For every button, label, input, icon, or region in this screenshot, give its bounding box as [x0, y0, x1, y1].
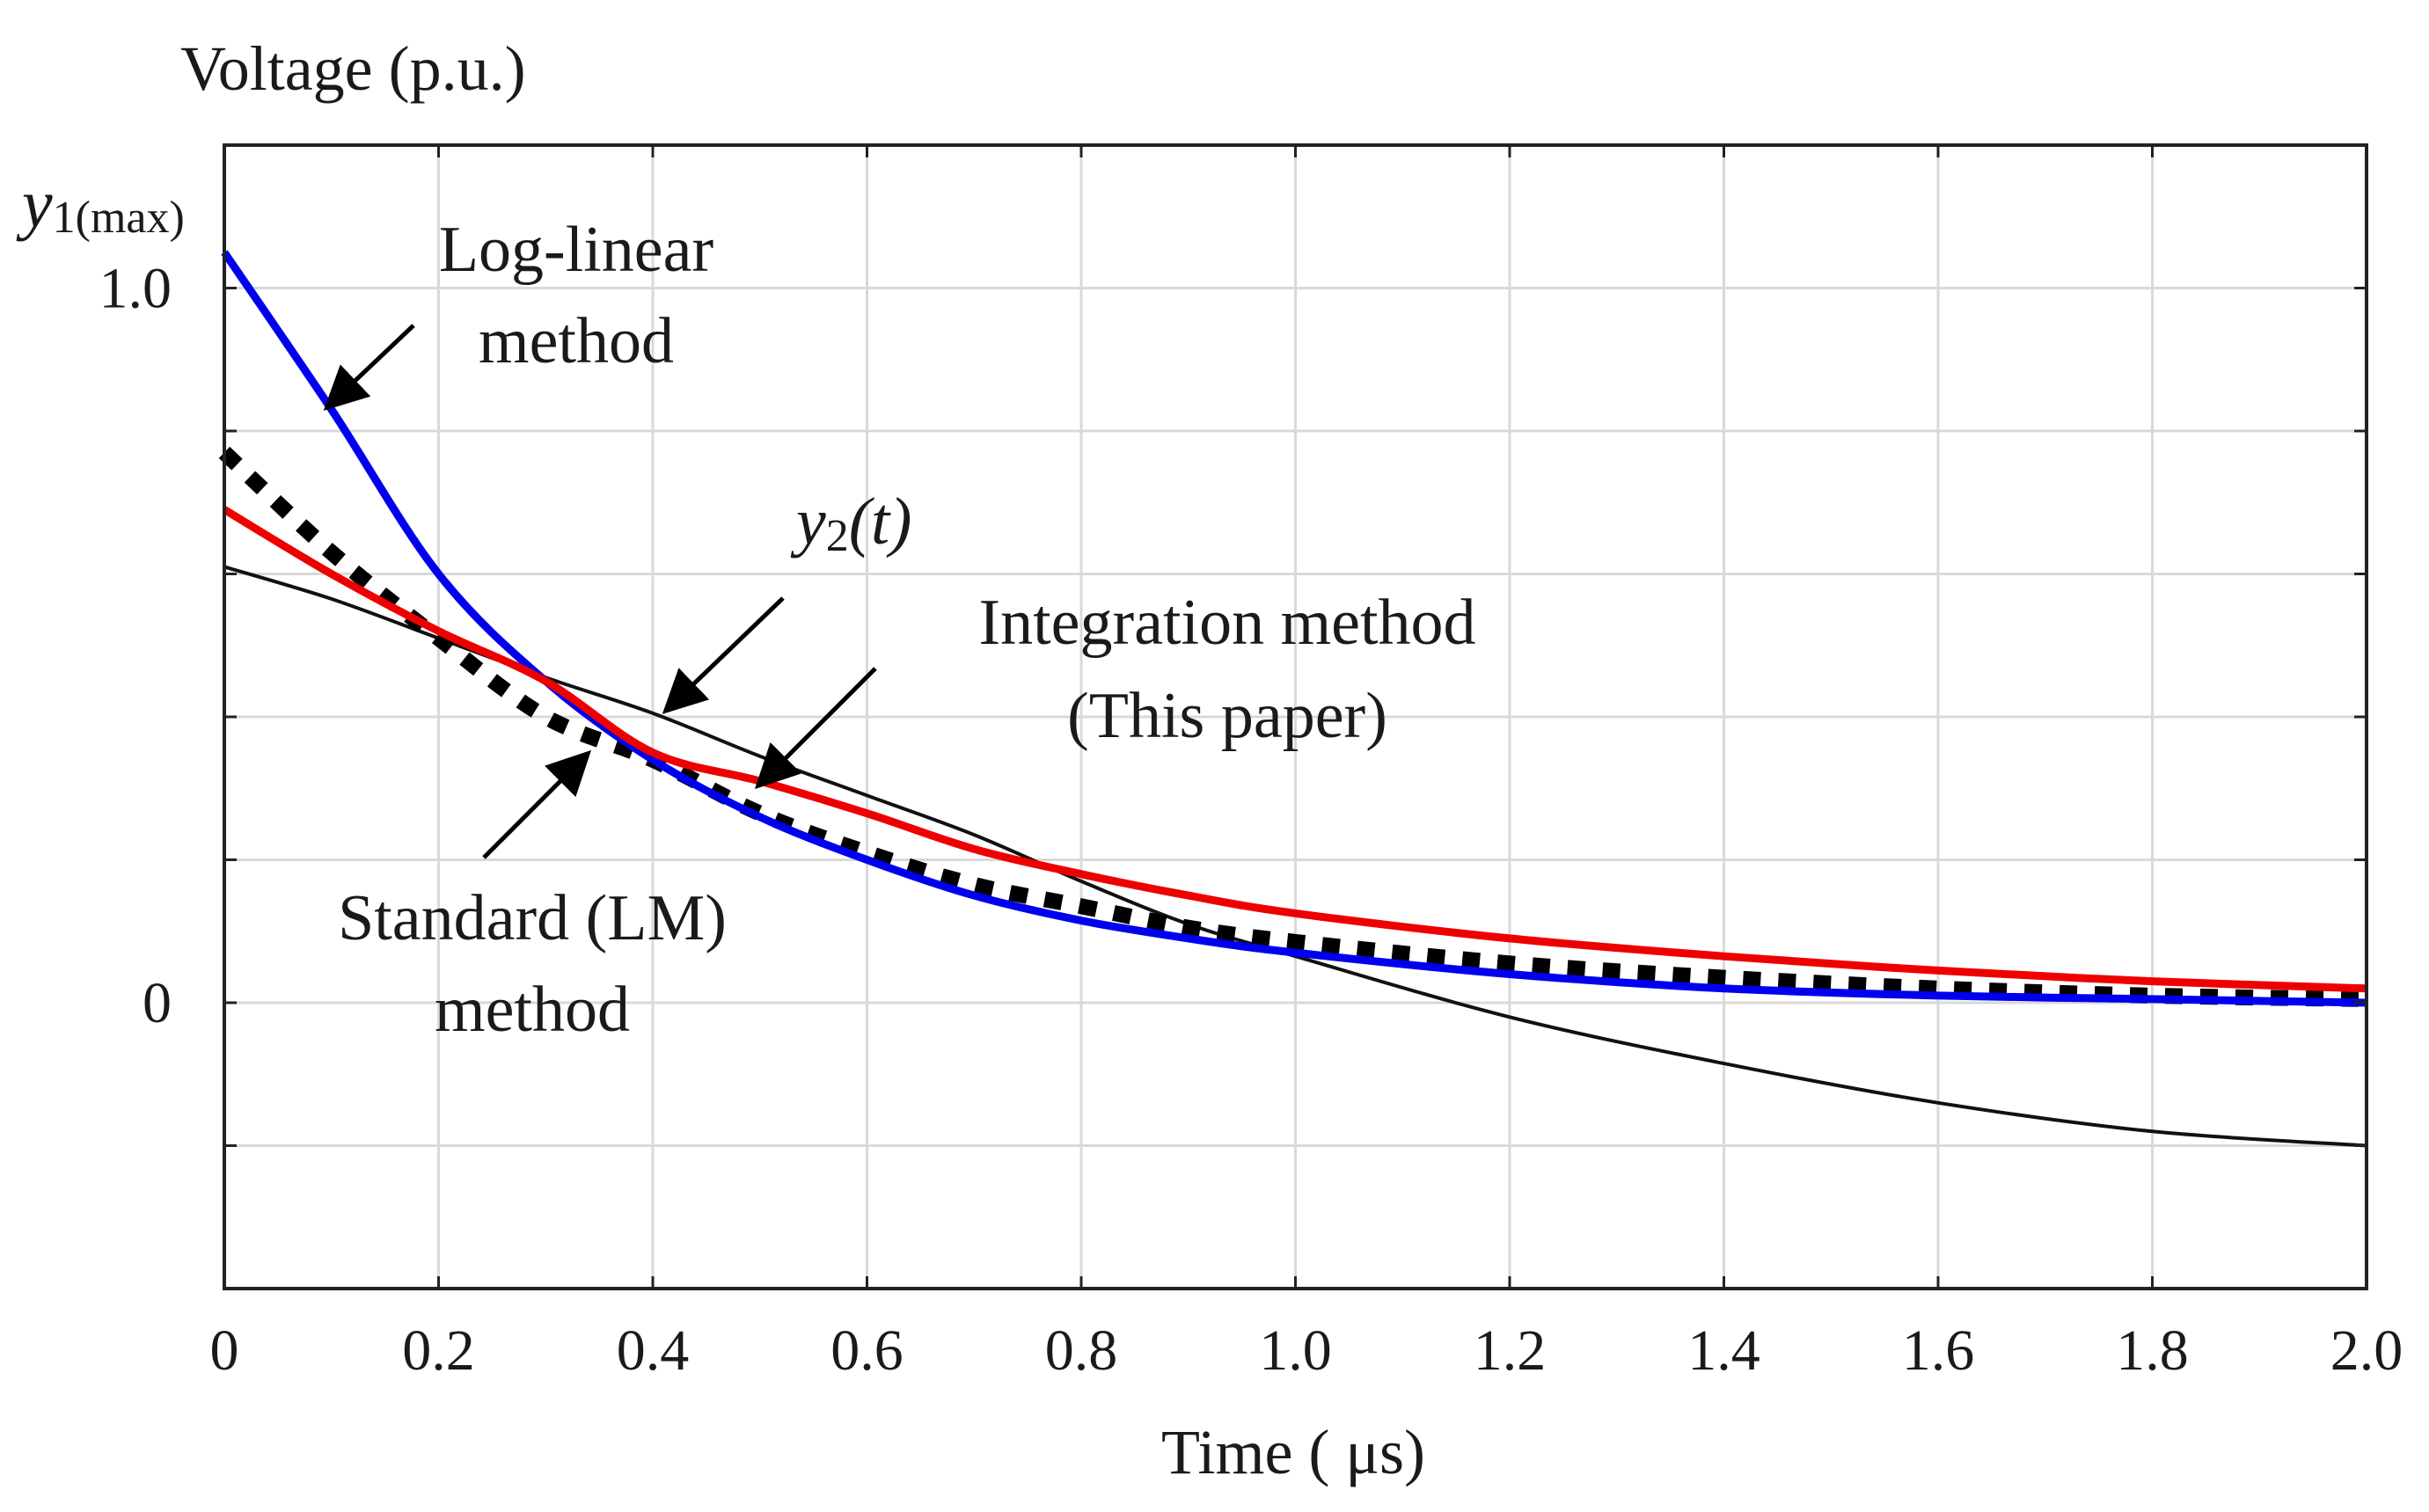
series-line-standard-lm-method: [218, 446, 2367, 1007]
annotation-standard-line1: Standard (LM): [338, 882, 727, 954]
y1max-label: y1(max): [16, 165, 185, 243]
annotation-y2: y2(t): [790, 485, 911, 561]
x-tick-label: 1.6: [1902, 1318, 1975, 1383]
arrow-y2: [662, 596, 785, 714]
series-line-integration-method-this-paper: [222, 506, 2367, 993]
x-tick-label: 1.8: [2116, 1318, 2189, 1383]
y-axis-title: Voltage (p.u.): [180, 33, 526, 104]
x-tick-label: 0.8: [1045, 1318, 1118, 1383]
annotation-standard-line2: method: [435, 974, 630, 1046]
x-tick-label: 1.2: [1474, 1318, 1547, 1383]
y-tick-label: 1.0: [99, 257, 172, 321]
arrow-standard: [482, 749, 592, 859]
annotation-integration-line2: (This paper): [1067, 680, 1387, 752]
annotation-y2-sub: 2: [826, 511, 849, 561]
y-tick-label: 0: [143, 971, 172, 1035]
x-tick-label: 1.4: [1687, 1318, 1760, 1383]
arrow-integration: [754, 667, 877, 790]
series-line-log-linear-method: [221, 250, 2367, 1007]
annotation-loglinear-line2: method: [479, 305, 674, 377]
x-tick-label: 0.2: [402, 1318, 475, 1383]
annotation-y2-suffix: (t): [849, 485, 912, 559]
x-tick-label: 0.6: [830, 1318, 904, 1383]
arrow-loglinear: [323, 324, 415, 411]
annotation-integration-line1: Integration method: [978, 587, 1475, 659]
series-layer: [218, 250, 2367, 1148]
y1max-label-base: y: [16, 165, 53, 242]
x-tick-label: 0: [210, 1318, 239, 1383]
tick-layer: 0 0.2 0.4 0.6 0.8 1.0 1.2 1.4 1.6 1.8 2.0 0 1.0: [99, 145, 2403, 1383]
x-axis-title: Time ( μs): [1161, 1417, 1425, 1487]
x-tick-label: 1.0: [1259, 1318, 1332, 1383]
x-tick-label: 2.0: [2330, 1318, 2403, 1383]
y1max-label-sub: 1(max): [53, 193, 185, 243]
annotation-y2-base: y: [790, 485, 826, 559]
annotation-loglinear-line1: Log-linear: [439, 214, 713, 286]
x-tick-label: 0.4: [617, 1318, 690, 1383]
grid-layer: [224, 145, 2367, 1289]
